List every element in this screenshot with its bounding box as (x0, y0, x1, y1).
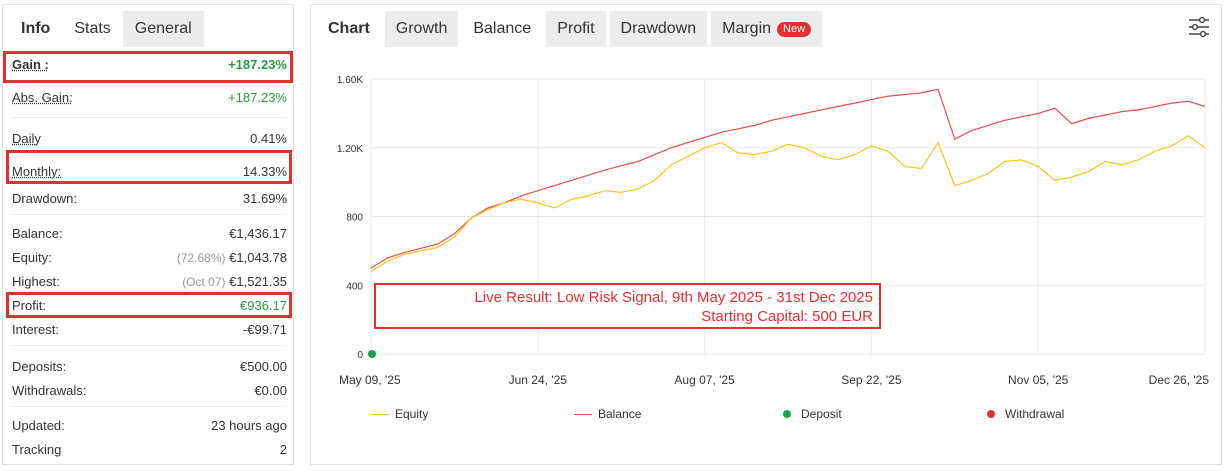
highest-label: Highest: (12, 274, 60, 289)
legend-withdrawal[interactable]: Withdrawal (987, 407, 1064, 421)
y-tick-label: 400 (346, 281, 363, 292)
legend-equity[interactable]: Equity (371, 407, 428, 421)
updated-row: Updated: 23 hours ago (12, 418, 287, 433)
chart-grid (370, 78, 1206, 355)
x-tick-label: Nov 05, '25 (1008, 373, 1069, 387)
y-tick-label: 1.60K (337, 75, 363, 86)
legend-deposit-label: Deposit (801, 407, 842, 421)
equity-line-swatch (371, 413, 389, 415)
drawdown-label: Drawdown: (12, 191, 78, 206)
x-tick-label: Sep 22, '25 (841, 373, 902, 387)
balance-series-line (370, 88, 1206, 269)
balance-value: €1,436.17 (229, 226, 287, 241)
x-tick-label: Aug 07, '25 (674, 373, 735, 387)
stats-tabbar: Info Stats General (3, 5, 293, 47)
gain-label[interactable]: Gain : (12, 57, 49, 72)
monthly-label[interactable]: Monthly: (12, 164, 62, 179)
divider (11, 214, 287, 215)
y-tick-label: 0 (357, 350, 363, 361)
tracking-label: Tracking (12, 442, 62, 457)
withdrawals-value: €0.00 (254, 383, 287, 398)
interest-value: -€99.71 (242, 322, 287, 337)
legend-equity-label: Equity (395, 407, 429, 421)
withdrawal-dot-icon (987, 410, 995, 418)
abs-gain-label[interactable]: Abs. Gain: (12, 90, 73, 105)
daily-label[interactable]: Daily (12, 131, 41, 146)
tracking-value: 2 (279, 442, 287, 457)
monthly-row: Monthly: 14.33% (12, 164, 287, 179)
tab-profit[interactable]: Profit (546, 11, 606, 47)
chart-panel: Chart Growth Balance Profit Drawdown Mar… (310, 4, 1222, 465)
result-annotation: Live Result: Low Risk Signal, 9th May 20… (374, 283, 881, 329)
balance-chart: 0 400 800 1.20K 1.60K May 09, '25 Jun 24, '25… (337, 75, 1209, 387)
divider (11, 406, 287, 407)
balance-row: Balance: €1,436.17 (12, 226, 287, 241)
highest-value: €1,521.35 (229, 274, 287, 289)
deposit-point (368, 350, 376, 358)
tab-chart[interactable]: Chart (317, 11, 381, 47)
withdrawals-label: Withdrawals: (12, 383, 87, 398)
equity-series-line (370, 134, 1206, 273)
daily-value: 0.41% (250, 131, 287, 146)
tab-margin-label: Margin (722, 20, 772, 37)
tab-balance[interactable]: Balance (462, 11, 543, 47)
balance-line-swatch (574, 413, 592, 415)
deposits-row: Deposits: €500.00 (12, 359, 287, 374)
y-tick-label: 1.20K (337, 144, 363, 155)
annotation-line-2: Starting Capital: 500 EUR (701, 308, 873, 325)
gain-value: +187.23% (228, 57, 287, 72)
profit-value: €936.17 (240, 298, 287, 313)
abs-gain-row: Abs. Gain: +187.23% (12, 90, 287, 105)
equity-percent: (72.68%) (176, 251, 226, 265)
gain-row: Gain : +187.23% (12, 57, 287, 72)
highest-date: (Oct 07) (182, 275, 226, 289)
daily-row: Daily 0.41% (12, 131, 287, 146)
deposit-dot-icon (783, 410, 791, 418)
account-stats-panel: Info Stats General Gain : +187.23% Abs. … (2, 4, 294, 465)
balance-label: Balance: (12, 226, 63, 241)
drawdown-row: Drawdown: 31.69% (12, 191, 287, 206)
annotation-line-1: Live Result: Low Risk Signal, 9th May 20… (474, 289, 873, 306)
divider (11, 117, 287, 118)
tab-growth[interactable]: Growth (384, 11, 459, 47)
legend-deposit[interactable]: Deposit (783, 407, 842, 421)
tab-info[interactable]: Info (9, 11, 63, 47)
equity-label: Equity: (12, 250, 52, 265)
abs-gain-value: +187.23% (228, 90, 287, 105)
settings-sliders-icon[interactable] (1187, 15, 1211, 39)
deposits-label: Deposits: (12, 359, 67, 374)
legend-balance[interactable]: Balance (574, 407, 641, 421)
profit-row: Profit: €936.17 (12, 298, 287, 313)
divider (11, 345, 287, 346)
interest-label: Interest: (12, 322, 59, 337)
x-tick-label: May 09, '25 (339, 373, 401, 387)
equity-value: €1,043.78 (229, 250, 287, 265)
tab-stats[interactable]: Stats (74, 20, 111, 37)
profit-label: Profit: (12, 298, 46, 313)
x-tick-label: Dec 26, '25 (1149, 373, 1210, 387)
highest-row: Highest: (Oct 07) €1,521.35 (12, 274, 287, 289)
tab-general[interactable]: General (122, 11, 204, 47)
deposits-value: €500.00 (240, 359, 287, 374)
y-tick-label: 800 (346, 213, 363, 224)
monthly-value: 14.33% (242, 164, 287, 179)
tracking-row: Tracking 2 (12, 442, 287, 457)
drawdown-value: 31.69% (242, 191, 287, 206)
tab-drawdown[interactable]: Drawdown (609, 11, 708, 47)
chart-tabbar: Chart Growth Balance Profit Drawdown Mar… (317, 11, 826, 47)
new-badge: New (777, 21, 812, 37)
tab-margin[interactable]: Margin New (711, 11, 823, 47)
x-axis-ticks: May 09, '25 Jun 24, '25 Aug 07, '25 Sep 22,… (339, 373, 1209, 387)
updated-label: Updated: (12, 418, 65, 433)
interest-row: Interest: -€99.71 (12, 322, 287, 337)
equity-row: Equity: (72.68%) €1,043.78 (12, 250, 287, 265)
withdrawals-row: Withdrawals: €0.00 (12, 383, 287, 398)
x-tick-label: Jun 24, '25 (509, 373, 568, 387)
legend-withdrawal-label: Withdrawal (1005, 407, 1065, 421)
legend-balance-label: Balance (598, 407, 642, 421)
chart-series (368, 88, 1206, 358)
updated-value: 23 hours ago (211, 418, 287, 433)
y-axis-ticks: 0 400 800 1.20K 1.60K (337, 75, 364, 361)
